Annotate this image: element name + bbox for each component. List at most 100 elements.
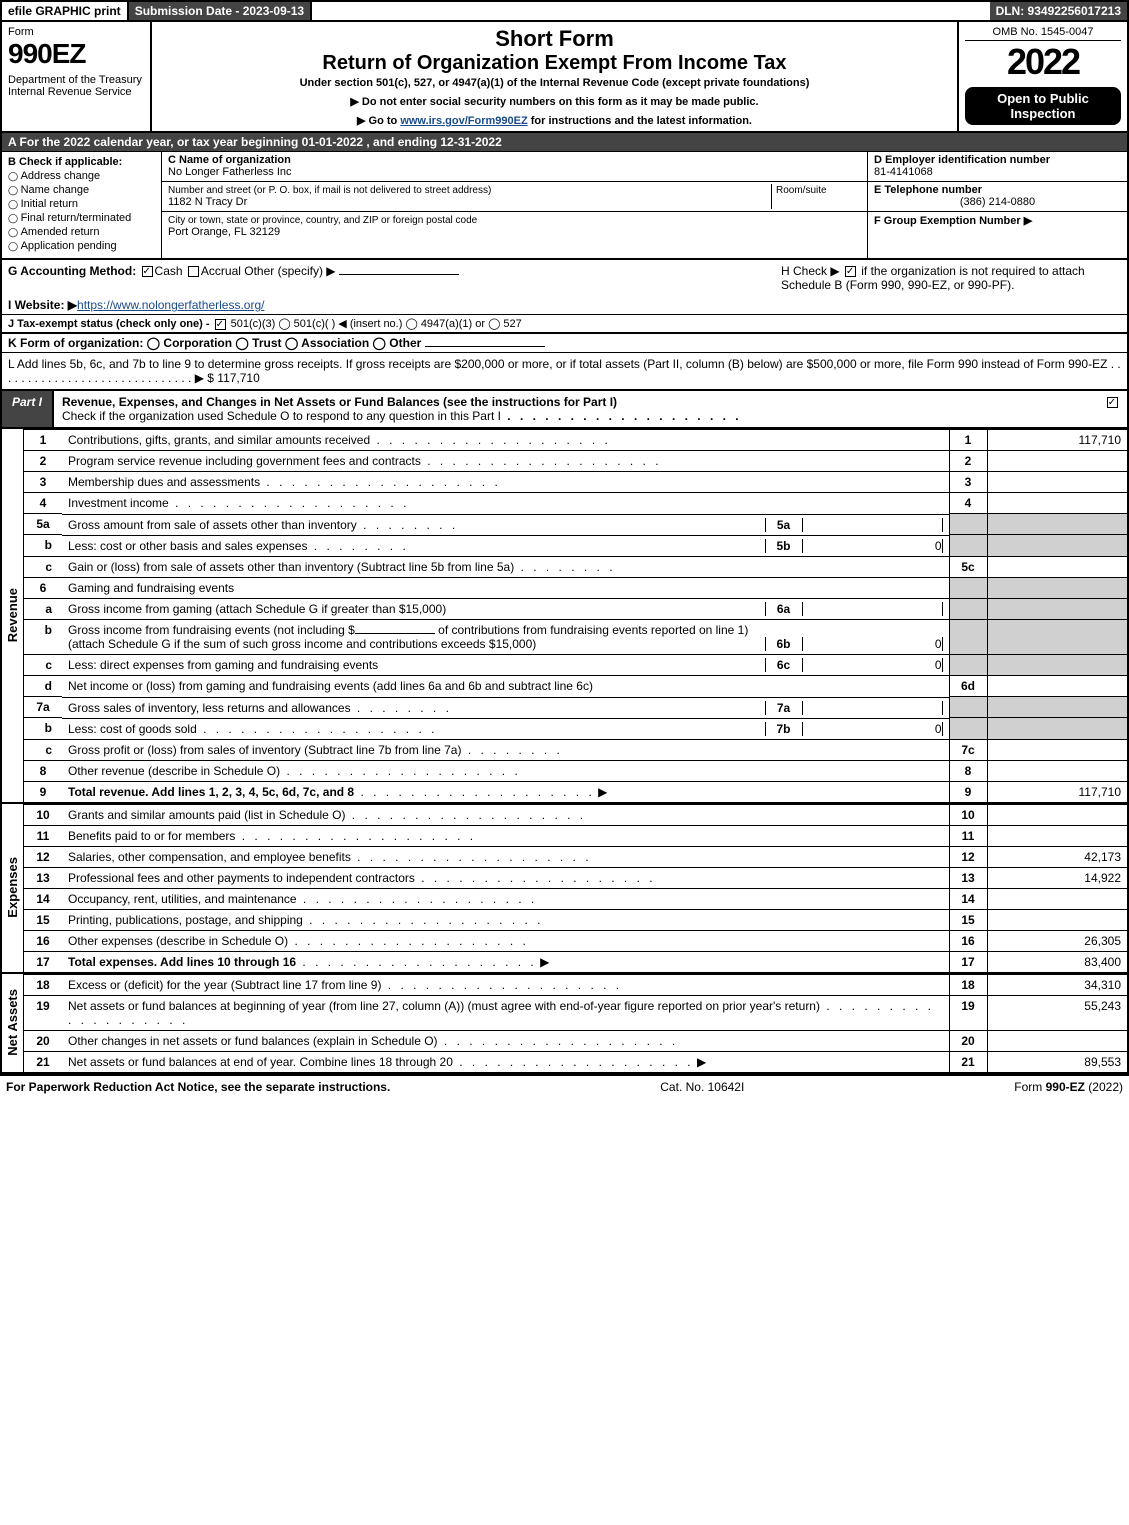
form-word: Form xyxy=(8,26,144,38)
expenses-table: 10Grants and similar amounts paid (list … xyxy=(24,804,1127,972)
chk-application-pending[interactable]: Application pending xyxy=(8,240,155,252)
table-row: 19Net assets or fund balances at beginni… xyxy=(24,995,1127,1030)
chk-initial-return[interactable]: Initial return xyxy=(8,198,155,210)
revenue-label: Revenue xyxy=(5,588,20,642)
chk-accrual[interactable] xyxy=(188,266,199,277)
table-row: 11Benefits paid to or for members11 xyxy=(24,825,1127,846)
table-row: 15Printing, publications, postage, and s… xyxy=(24,909,1127,930)
org-name: No Longer Fatherless Inc xyxy=(168,166,292,178)
chk-cash[interactable] xyxy=(142,266,153,277)
header-mid: Short Form Return of Organization Exempt… xyxy=(152,22,957,131)
table-row: 8Other revenue (describe in Schedule O)8 xyxy=(24,760,1127,781)
table-row: bLess: cost of goods sold7b0 xyxy=(24,718,1127,740)
part1-tab: Part I xyxy=(2,391,54,427)
table-row: 2Program service revenue including gover… xyxy=(24,451,1127,472)
row-l: L Add lines 5b, 6c, and 7b to line 9 to … xyxy=(0,352,1129,389)
header-right: OMB No. 1545-0047 2022 Open to Public In… xyxy=(957,22,1127,131)
row-c-addr: Number and street (or P. O. box, if mail… xyxy=(162,182,867,212)
irs-link[interactable]: www.irs.gov/Form990EZ xyxy=(400,115,527,127)
netassets-table: 18Excess or (deficit) for the year (Subt… xyxy=(24,974,1127,1072)
chk-sched-b[interactable] xyxy=(845,266,856,277)
form-ref: Form 990-EZ (2022) xyxy=(1014,1080,1123,1094)
tax-year: 2022 xyxy=(965,41,1121,83)
page-footer: For Paperwork Reduction Act Notice, see … xyxy=(0,1074,1129,1098)
department: Department of the Treasury Internal Reve… xyxy=(8,74,144,98)
paperwork-notice: For Paperwork Reduction Act Notice, see … xyxy=(6,1080,390,1094)
netassets-label: Net Assets xyxy=(5,989,20,1056)
table-row: 4Investment income4 xyxy=(24,493,1127,514)
form-number: 990EZ xyxy=(8,38,144,70)
table-row: 7aGross sales of inventory, less returns… xyxy=(24,697,1127,718)
col-b: B Check if applicable: Address change Na… xyxy=(2,152,162,258)
chk-amended-return[interactable]: Amended return xyxy=(8,226,155,238)
chk-address-change[interactable]: Address change xyxy=(8,170,155,182)
header-left: Form 990EZ Department of the Treasury In… xyxy=(2,22,152,131)
table-row: 18Excess or (deficit) for the year (Subt… xyxy=(24,974,1127,995)
table-row: 10Grants and similar amounts paid (list … xyxy=(24,804,1127,825)
part1-chk xyxy=(1097,391,1127,427)
table-row: 16Other expenses (describe in Schedule O… xyxy=(24,930,1127,951)
chk-name-change[interactable]: Name change xyxy=(8,184,155,196)
ein: 81-4141068 xyxy=(874,166,933,178)
row-k: K Form of organization: ◯ Corporation ◯ … xyxy=(0,332,1129,352)
table-row: bLess: cost or other basis and sales exp… xyxy=(24,535,1127,557)
revenue-table: 1Contributions, gifts, grants, and simil… xyxy=(24,429,1127,802)
table-row: 20Other changes in net assets or fund ba… xyxy=(24,1030,1127,1051)
open-to-public: Open to Public Inspection xyxy=(965,87,1121,125)
org-address: 1182 N Tracy Dr xyxy=(168,196,247,208)
chk-final-return[interactable]: Final return/terminated xyxy=(8,212,155,224)
table-row: cGain or (loss) from sale of assets othe… xyxy=(24,556,1127,577)
row-h: H Check ▶ if the organization is not req… xyxy=(781,264,1121,292)
table-row: cLess: direct expenses from gaming and f… xyxy=(24,654,1127,676)
row-a: A For the 2022 calendar year, or tax yea… xyxy=(0,133,1129,152)
form-header: Form 990EZ Department of the Treasury In… xyxy=(0,22,1129,133)
top-bar: efile GRAPHIC print Submission Date - 20… xyxy=(0,0,1129,22)
row-g: G Accounting Method: Cash Accrual Other … xyxy=(8,264,781,292)
b-header: B Check if applicable: xyxy=(8,156,155,168)
table-row: 12Salaries, other compensation, and empl… xyxy=(24,846,1127,867)
row-c-name: C Name of organization No Longer Fatherl… xyxy=(162,152,867,182)
omb-number: OMB No. 1545-0047 xyxy=(965,26,1121,41)
form-subtitle: Under section 501(c), 527, or 4947(a)(1)… xyxy=(158,77,951,89)
efile-label[interactable]: efile GRAPHIC print xyxy=(2,2,129,20)
form-title: Return of Organization Exempt From Incom… xyxy=(158,52,951,75)
row-gh: G Accounting Method: Cash Accrual Other … xyxy=(0,260,1129,296)
table-row: cGross profit or (loss) from sales of in… xyxy=(24,739,1127,760)
row-i: I Website: ▶https://www.nolongerfatherle… xyxy=(0,296,1129,314)
netassets-section: Net Assets 18Excess or (deficit) for the… xyxy=(0,972,1129,1074)
table-row: 21Net assets or fund balances at end of … xyxy=(24,1051,1127,1072)
phone: (386) 214-0880 xyxy=(874,196,1121,208)
website-link[interactable]: https://www.nolongerfatherless.org/ xyxy=(77,298,264,312)
short-form-label: Short Form xyxy=(158,26,951,52)
cell-d: D Employer identification number 81-4141… xyxy=(868,152,1127,182)
row-j: J Tax-exempt status (check only one) - 5… xyxy=(0,314,1129,332)
expenses-section: Expenses 10Grants and similar amounts pa… xyxy=(0,802,1129,972)
table-row: 6Gaming and fundraising events xyxy=(24,577,1127,598)
chk-501c3[interactable] xyxy=(215,319,226,330)
cell-f: F Group Exemption Number ▶ xyxy=(868,212,1127,242)
cat-no: Cat. No. 10642I xyxy=(660,1080,744,1094)
gross-receipts: 117,710 xyxy=(217,371,260,385)
row-c-city: City or town, state or province, country… xyxy=(162,212,867,242)
table-row: 1Contributions, gifts, grants, and simil… xyxy=(24,430,1127,451)
submission-date: Submission Date - 2023-09-13 xyxy=(129,2,312,20)
info-grid: B Check if applicable: Address change Na… xyxy=(0,152,1129,260)
table-row: 14Occupancy, rent, utilities, and mainte… xyxy=(24,888,1127,909)
cell-e: E Telephone number (386) 214-0880 xyxy=(868,182,1127,212)
table-row: 5aGross amount from sale of assets other… xyxy=(24,514,1127,535)
part1-header: Part I Revenue, Expenses, and Changes in… xyxy=(0,389,1129,429)
table-row: dNet income or (loss) from gaming and fu… xyxy=(24,676,1127,697)
col-c: C Name of organization No Longer Fatherl… xyxy=(162,152,867,258)
table-row: 13Professional fees and other payments t… xyxy=(24,867,1127,888)
table-row: bGross income from fundraising events (n… xyxy=(24,620,1127,655)
col-def: D Employer identification number 81-4141… xyxy=(867,152,1127,258)
expenses-label: Expenses xyxy=(5,857,20,918)
goto-note: ▶ Go to www.irs.gov/Form990EZ for instru… xyxy=(158,114,951,127)
table-row: aGross income from gaming (attach Schedu… xyxy=(24,598,1127,620)
table-row: 3Membership dues and assessments3 xyxy=(24,472,1127,493)
org-city: Port Orange, FL 32129 xyxy=(168,226,280,238)
part1-title: Revenue, Expenses, and Changes in Net As… xyxy=(54,391,1097,427)
revenue-section: Revenue 1Contributions, gifts, grants, a… xyxy=(0,429,1129,802)
ssn-note: ▶ Do not enter social security numbers o… xyxy=(158,95,951,108)
table-row: 17Total expenses. Add lines 10 through 1… xyxy=(24,951,1127,972)
